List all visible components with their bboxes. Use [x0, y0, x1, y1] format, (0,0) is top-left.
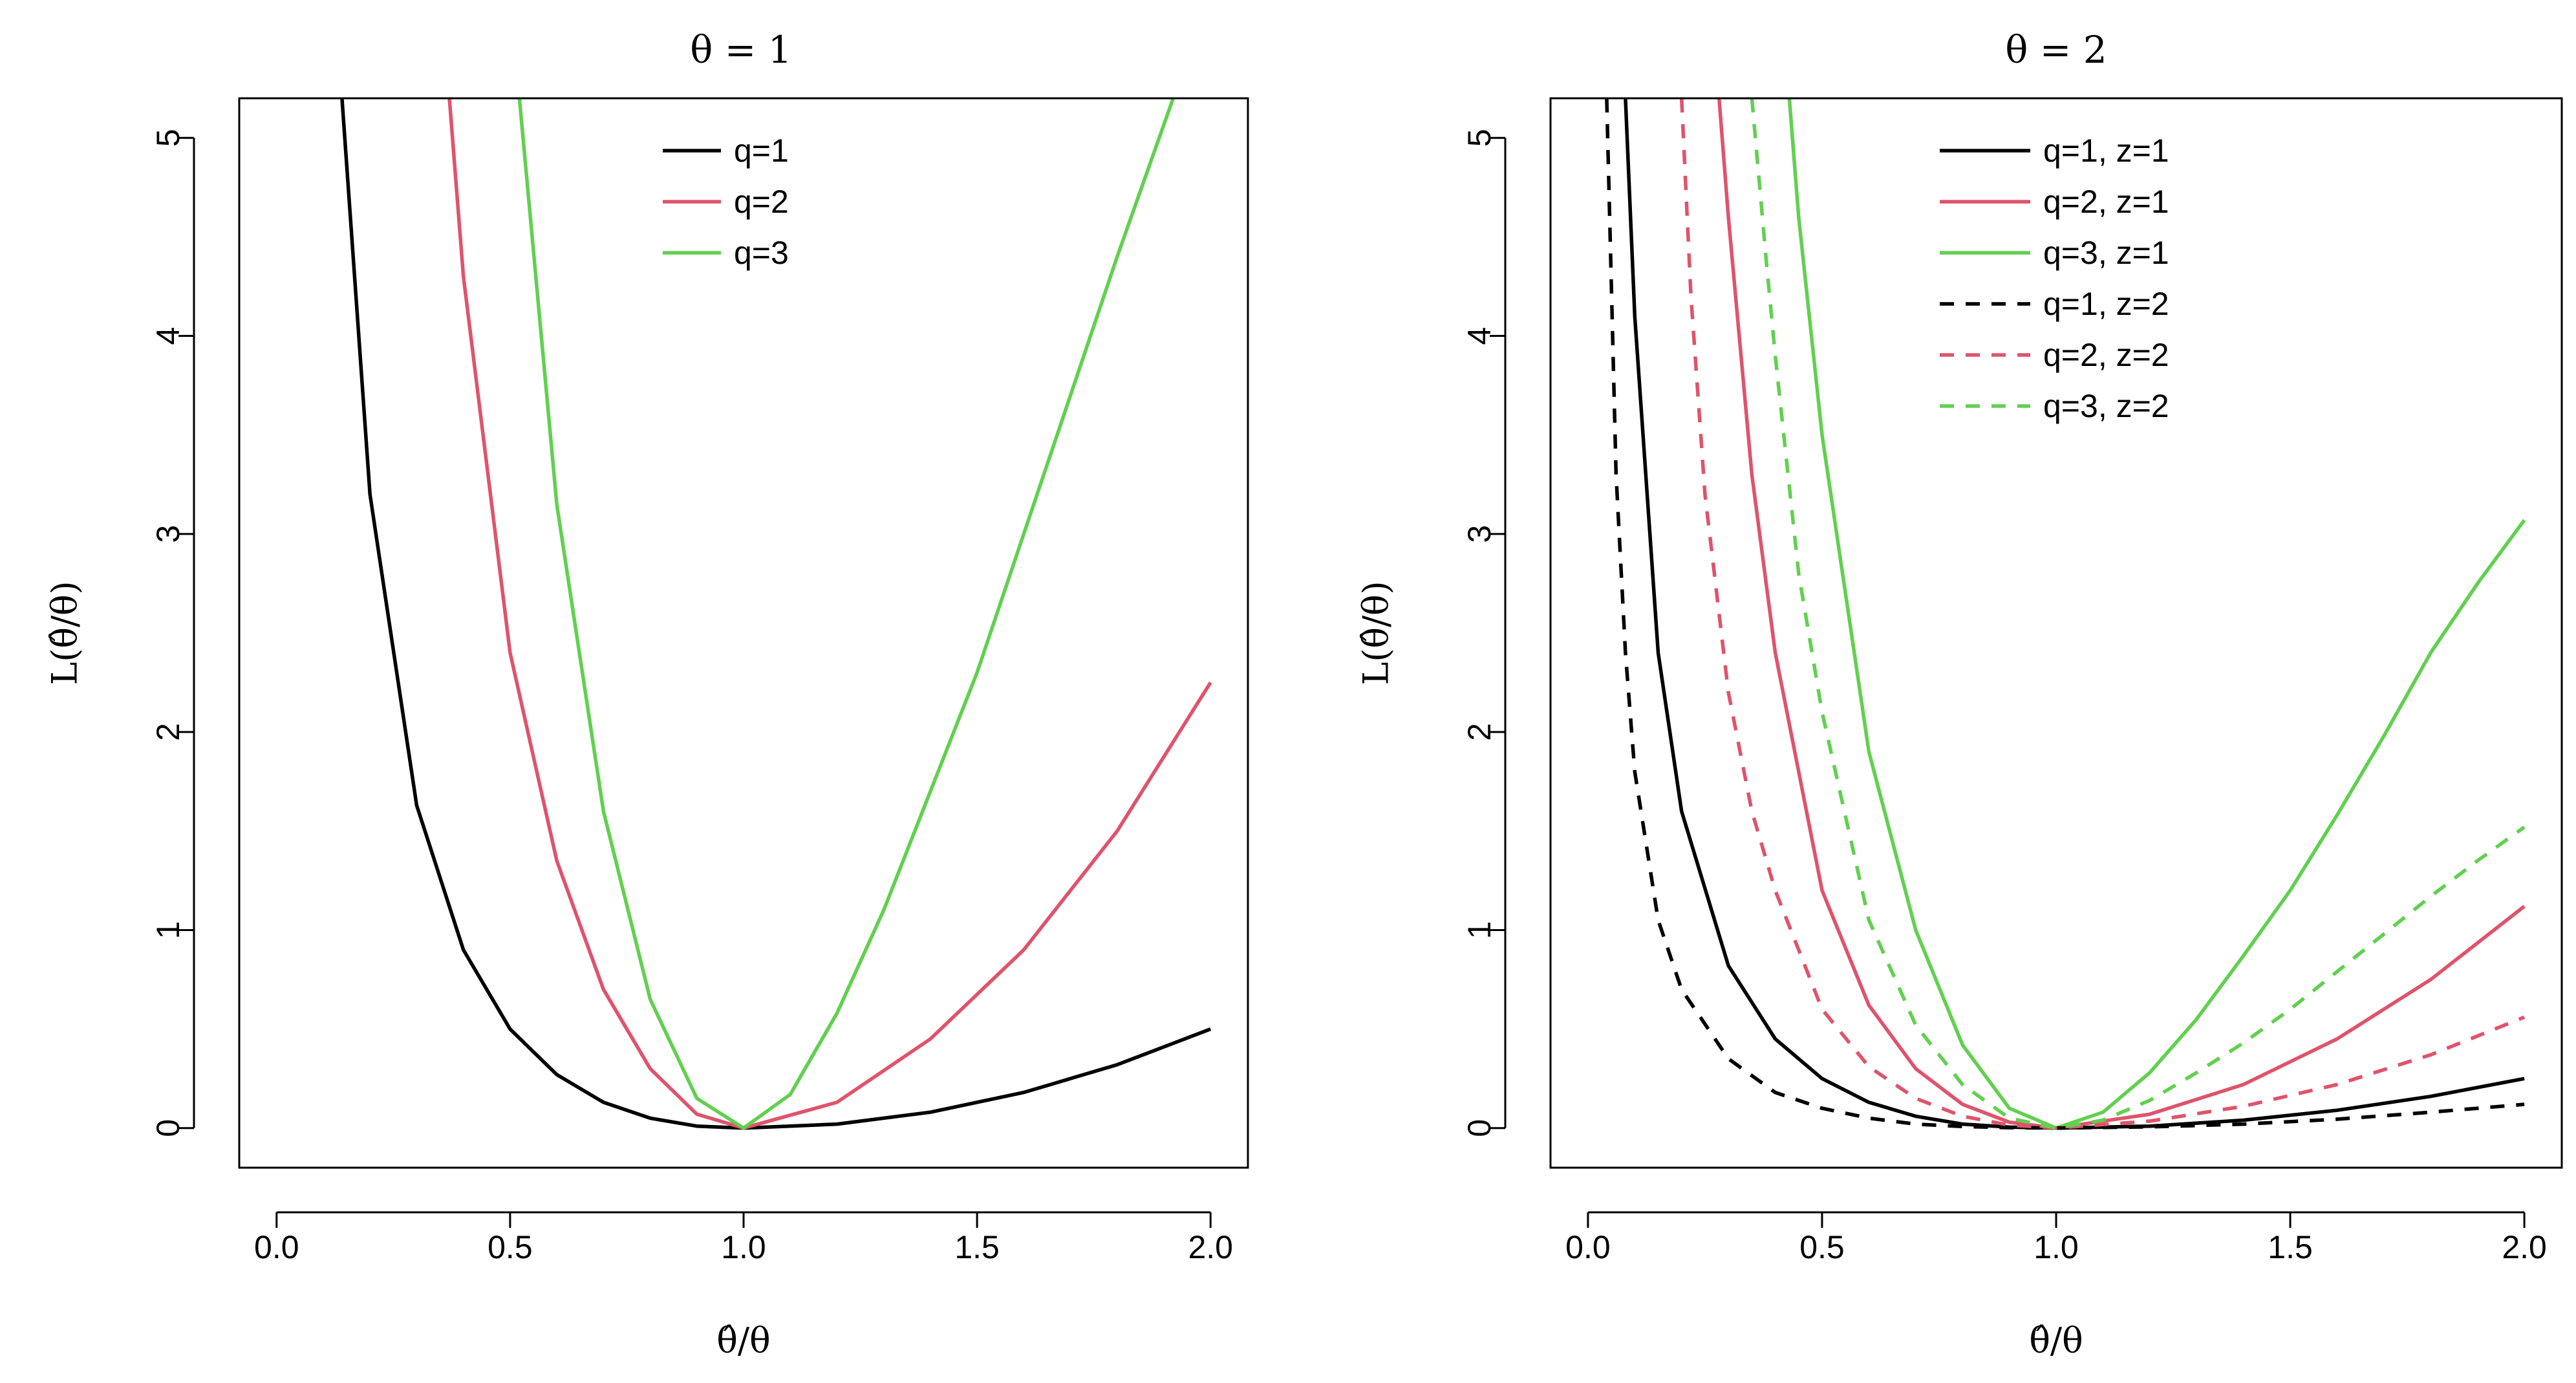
- y-axis-label: L(θ̂/θ): [45, 581, 85, 685]
- y-tick-label: 0: [1461, 1119, 1497, 1137]
- y-tick-label: 1: [1461, 921, 1497, 939]
- y-tick-label: 5: [150, 129, 186, 147]
- series-line: [340, 98, 1212, 1130]
- panel-title: θ = 2: [2005, 28, 2107, 72]
- legend-label: q=1: [734, 133, 789, 169]
- plot-frame: [238, 97, 1249, 1169]
- legend-label: q=1, z=2: [2043, 286, 2169, 322]
- series-line: [447, 98, 1212, 1130]
- panel-title: θ = 1: [690, 28, 791, 72]
- x-tick-label: 0.0: [254, 1229, 299, 1265]
- series-line: [1717, 98, 2526, 1130]
- legend-label: q=1, z=1: [2043, 133, 2169, 169]
- y-tick-label: 2: [150, 723, 186, 741]
- y-tick-label: 3: [150, 525, 186, 543]
- y-tick-label: 1: [150, 921, 186, 939]
- x-tick-label: 0.0: [1565, 1229, 1611, 1265]
- x-tick-label: 2.0: [2502, 1229, 2547, 1265]
- y-tick-label: 3: [1461, 525, 1497, 543]
- plot-frame: [1549, 97, 2563, 1169]
- legend-label: q=3, z=1: [2043, 235, 2169, 271]
- x-tick-label: 0.5: [1799, 1229, 1845, 1265]
- legend-label: q=2, z=1: [2043, 184, 2169, 220]
- legend-label: q=2, z=2: [2043, 337, 2169, 373]
- x-axis-label: θ̂/θ: [716, 1320, 770, 1361]
- y-axis-label: L(θ̂/θ): [1356, 581, 1397, 685]
- legend: q=1 q=2 q=3: [663, 133, 789, 271]
- x-tick-label: 1.0: [2034, 1229, 2079, 1265]
- x-tick-label: 2.0: [1188, 1229, 1233, 1265]
- x-tick-label: 1.0: [721, 1229, 766, 1265]
- y-tick-label: 4: [150, 327, 186, 345]
- y-tick-label: 5: [1461, 129, 1497, 147]
- x-tick-label: 1.5: [2268, 1229, 2313, 1265]
- series-line: [1750, 98, 2526, 1130]
- series-line: [1605, 98, 2525, 1130]
- x-axis-label: θ̂/θ: [2029, 1320, 2083, 1361]
- y-tick-label: 0: [150, 1119, 186, 1137]
- legend: q=1, z=1 q=2, z=1 q=3, z=1 q=1, z=2 q=2, z=2…: [1940, 133, 2169, 424]
- series-line: [1624, 98, 2525, 1130]
- series-line: [1787, 98, 2526, 1130]
- x-tick-label: 0.5: [488, 1229, 533, 1265]
- y-tick-label: 2: [1461, 723, 1497, 741]
- panel-theta-1: θ = 1 0.0 0.5 1.0 1.5 2.0 0 1 2 3 4 5 θ̂/θ L(θ̂/θ) q=…: [45, 28, 1249, 1361]
- y-tick-label: 4: [1461, 327, 1497, 345]
- legend-label: q=3: [734, 235, 789, 271]
- legend-label: q=3, z=2: [2043, 388, 2169, 424]
- x-tick-label: 1.5: [954, 1229, 1000, 1265]
- series-line: [517, 98, 1175, 1130]
- panel-theta-2: θ = 2 0.0 0.5 1.0 1.5 2.0 0 1 2 3 4 5 θ̂/θ L(θ̂/θ) q=…: [1356, 28, 2563, 1361]
- series-line: [1679, 98, 2526, 1130]
- legend-label: q=2: [734, 184, 789, 220]
